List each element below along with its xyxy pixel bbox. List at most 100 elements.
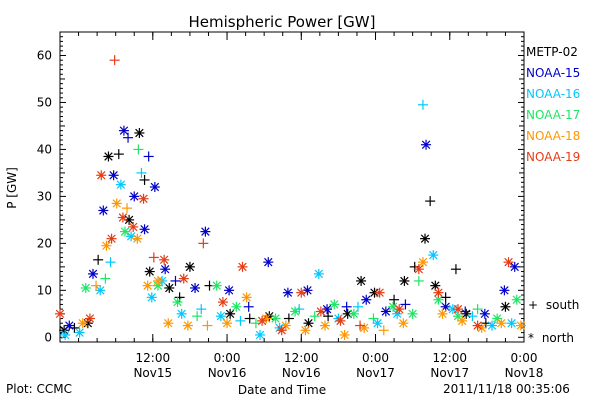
data-point-south: [440, 292, 451, 303]
data-point-north: [96, 170, 107, 181]
data-point-south: [93, 254, 104, 265]
data-point-south: [352, 301, 363, 312]
data-point-north: [74, 327, 85, 338]
data-point-north: [257, 315, 268, 326]
data-point-south: [425, 196, 436, 207]
data-point-north: [270, 313, 281, 324]
data-point-north: [190, 282, 201, 293]
footer-timestamp: 2011/11/18 00:35:06: [443, 382, 570, 396]
data-point-south: [122, 203, 133, 214]
x-axis-label: Date and Time: [238, 383, 326, 397]
data-point-north: [138, 193, 149, 204]
data-point-north: [132, 233, 143, 244]
data-point-north: [182, 320, 193, 331]
data-point-north: [101, 240, 112, 251]
data-point-south: [139, 174, 150, 185]
data-point-north: [290, 306, 301, 317]
chart-title: Hemispheric Power [GW]: [189, 13, 376, 31]
data-point-north: [224, 285, 235, 296]
data-point-north: [479, 308, 490, 319]
data-point-north: [146, 292, 157, 303]
data-point-south: [378, 325, 389, 336]
data-point-north: [119, 226, 130, 237]
data-point-north: [77, 318, 88, 329]
data-point-north: [315, 306, 326, 317]
data-point-south: [413, 275, 424, 286]
data-point-south: [409, 261, 420, 272]
data-point-south: [341, 301, 352, 312]
data-point-north: [496, 318, 507, 329]
x-tick-label-date: Nov17: [356, 366, 395, 380]
data-point-north: [64, 320, 75, 331]
data-point-north: [335, 315, 346, 326]
data-point-north: [276, 325, 287, 336]
data-point-north: [417, 257, 428, 268]
data-point-south: [105, 257, 116, 268]
data-point-north: [118, 125, 129, 136]
data-point-north: [399, 275, 410, 286]
data-point-south: [100, 273, 111, 284]
data-point-north: [398, 318, 409, 329]
data-point-north: [500, 301, 511, 312]
data-point-north: [108, 170, 119, 181]
x-tick-label-date: Nov18: [505, 366, 544, 380]
data-point-north: [237, 261, 248, 272]
data-point-north: [394, 304, 405, 315]
data-point-north: [149, 182, 160, 192]
data-point-south: [109, 55, 120, 66]
data-point-north: [487, 320, 498, 331]
data-point-north: [184, 261, 195, 272]
data-point-north: [437, 308, 448, 319]
data-point-north: [152, 275, 163, 286]
data-point-north: [263, 257, 274, 268]
legend-marker-label: south: [545, 298, 580, 312]
y-tick-label: 50: [37, 95, 52, 109]
y-tick-label: 10: [37, 283, 52, 297]
data-point-north: [111, 198, 122, 209]
data-point-north: [339, 329, 350, 340]
data-point-south: [243, 301, 254, 312]
data-point-north: [457, 315, 468, 326]
x-tick-label-time: 0:00: [511, 351, 538, 365]
y-ticks: 0 10 20 30 40 50 60: [37, 36, 524, 344]
data-point-south: [294, 304, 305, 315]
data-point-north: [139, 224, 150, 235]
data-point-north: [178, 273, 189, 284]
data-point-north: [200, 226, 211, 237]
y-tick-label: 20: [37, 236, 52, 250]
data-point-north: [348, 308, 359, 319]
data-point-north: [413, 264, 424, 275]
data-point-north: [87, 268, 98, 279]
data-point-north: [506, 318, 517, 329]
data-point-north: [117, 212, 128, 223]
legend-entry: NOAA-17: [526, 108, 581, 122]
data-point-south: [148, 252, 159, 263]
data-point-north: [80, 282, 91, 293]
x-tick-label-time: 12:00: [136, 351, 171, 365]
y-tick-label: 40: [37, 142, 52, 156]
legend-marker-south: + south: [528, 298, 579, 312]
data-point-north: [60, 329, 71, 340]
data-point-south: [123, 132, 134, 143]
data-point-north: [356, 275, 367, 286]
x-tick-label-date: Nov17: [430, 366, 469, 380]
data-point-north: [433, 287, 444, 298]
data-point-north: [511, 294, 522, 305]
data-point-north: [421, 139, 432, 150]
data-point-north: [428, 250, 439, 261]
data-point-south: [91, 280, 102, 291]
data-point-north: [163, 318, 174, 329]
footer-credit: Plot: CCMC: [6, 382, 72, 396]
legend-marker-label: north: [541, 331, 575, 345]
data-point-south: [113, 149, 124, 160]
data-point-north: [176, 308, 187, 319]
data-point-south: [389, 294, 400, 305]
data-point-north: [106, 233, 117, 244]
asterisk-marker-icon: *: [528, 331, 534, 345]
data-point-north: [372, 318, 383, 329]
data-point-north: [215, 311, 226, 322]
x-tick-label-time: 0:00: [214, 351, 241, 365]
data-point-north: [129, 191, 140, 202]
data-point-north: [55, 308, 65, 319]
x-tick-label-time: 12:00: [284, 351, 319, 365]
